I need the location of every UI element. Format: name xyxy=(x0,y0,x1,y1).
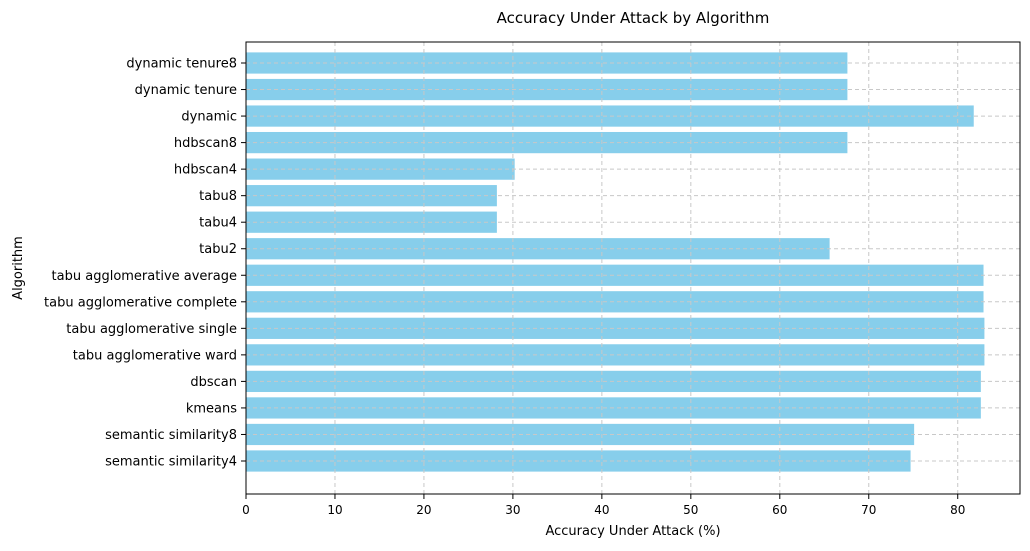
y-tick-label: dynamic tenure xyxy=(135,83,237,98)
y-tick-label: tabu agglomerative single xyxy=(66,322,237,337)
chart-title: Accuracy Under Attack by Algorithm xyxy=(497,9,770,27)
y-tick-layer: dynamic tenure8 dynamic tenure dynamic hdbs… xyxy=(44,57,246,470)
bar xyxy=(246,211,497,233)
x-tick-label: 60 xyxy=(772,503,787,517)
bar xyxy=(246,264,984,286)
bar xyxy=(246,52,848,74)
bar xyxy=(246,423,915,446)
x-tick-label: 40 xyxy=(594,503,609,517)
y-tick-label: tabu agglomerative average xyxy=(52,269,237,284)
x-tick-label: 70 xyxy=(861,503,876,517)
x-axis-label: Accuracy Under Attack (%) xyxy=(545,524,720,539)
y-tick-label: tabu4 xyxy=(199,216,237,231)
y-tick-label: dynamic tenure8 xyxy=(126,57,237,72)
y-axis-label: Algorithm xyxy=(11,236,26,300)
x-tick-label: 80 xyxy=(950,503,965,517)
x-tick-label: 0 xyxy=(242,503,250,517)
y-tick-label: tabu2 xyxy=(199,242,237,257)
plot-frame xyxy=(245,41,1021,495)
x-tick-layer: 0 10 20 30 40 50 60 70 80 xyxy=(242,494,965,517)
y-tick-label: dynamic xyxy=(181,110,237,125)
y-tick-label: hdbscan4 xyxy=(174,163,237,178)
bar xyxy=(246,238,830,260)
y-tick-label: hdbscan8 xyxy=(174,136,237,151)
x-tick-label: 50 xyxy=(683,503,698,517)
bar xyxy=(246,78,848,101)
y-tick-label: tabu8 xyxy=(199,189,237,204)
y-tick-label: tabu agglomerative complete xyxy=(44,295,237,310)
y-tick-label: semantic similarity4 xyxy=(105,455,237,470)
x-tick-label: 20 xyxy=(416,503,431,517)
x-tick-label: 10 xyxy=(327,503,342,517)
bar xyxy=(246,105,974,127)
bar xyxy=(246,291,984,313)
bar xyxy=(246,185,497,207)
x-tick-label: 30 xyxy=(505,503,520,517)
grid-layer xyxy=(245,42,1020,494)
y-tick-label: tabu agglomerative ward xyxy=(73,348,237,363)
y-tick-label: semantic similarity8 xyxy=(105,428,237,443)
bar xyxy=(246,344,985,366)
bar xyxy=(246,131,848,154)
y-tick-label: kmeans xyxy=(186,401,237,416)
y-tick-label: dbscan xyxy=(190,375,237,390)
bars-layer xyxy=(246,52,985,472)
bar xyxy=(246,317,985,339)
